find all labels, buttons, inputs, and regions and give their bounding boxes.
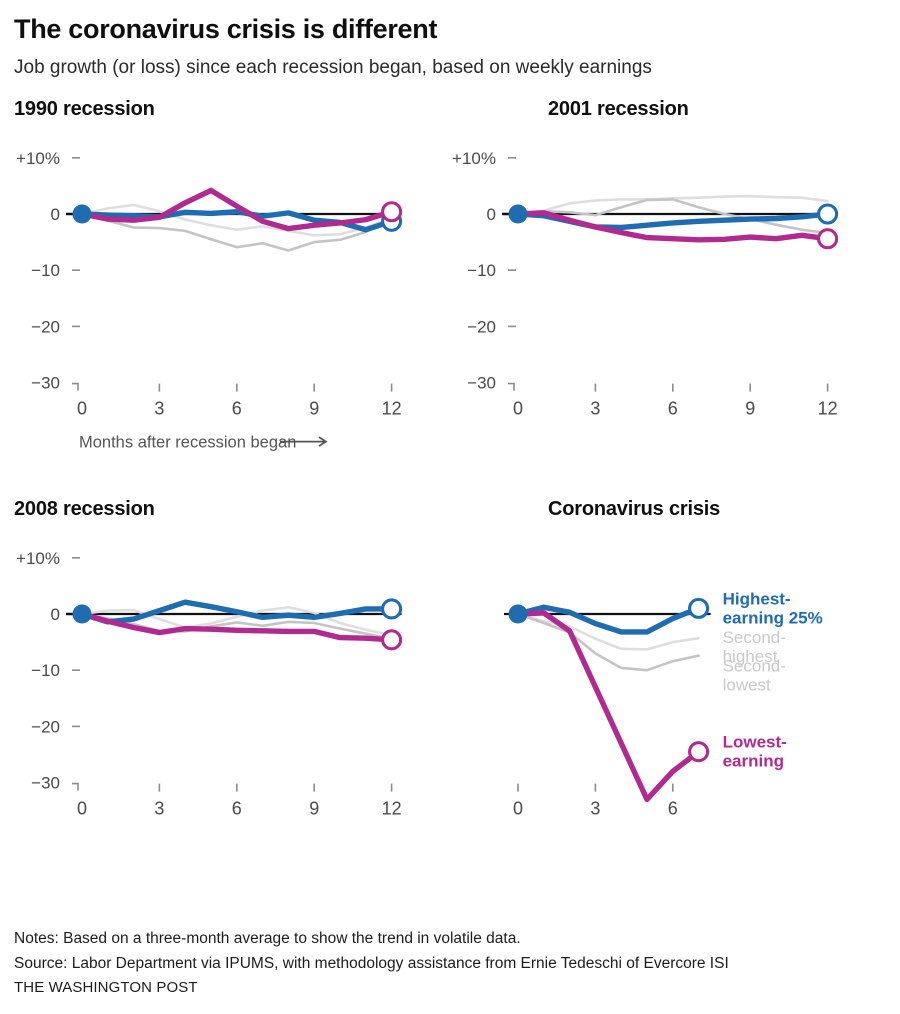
series-start-dot	[508, 204, 528, 224]
footer-source: Source: Labor Department via IPUMS, with…	[14, 954, 729, 972]
series-line	[79, 611, 395, 643]
series-line	[80, 203, 393, 237]
series-line	[516, 197, 829, 235]
plot-2001: +10% 0 −10 −20 −30 0 3 6 9 12	[450, 136, 886, 466]
y-axis-tick-label: 0	[51, 605, 60, 624]
plot-coronavirus: 0 3 6 Highest-earning 25% Second-highest Seco…	[450, 536, 886, 866]
chart-svg: +10% 0 −10 −20 −30 0 3 6 9 12	[16, 549, 403, 818]
y-axis-tick-label: 0	[487, 205, 496, 224]
series-line	[79, 599, 395, 625]
x-axis-tick-label: 0	[77, 798, 87, 818]
y-axis-corner-tick	[72, 782, 79, 791]
x-axis-tick-label: 6	[668, 798, 678, 818]
y-axis-tick-label: +10%	[16, 149, 60, 168]
chart-svg: +10% 0 −10 −20 −30 0 3 6 9 12 Months after recessi…	[16, 149, 403, 451]
legend-item-label: Second-	[723, 628, 786, 647]
page-subtitle: Job growth (or loss) since each recessio…	[14, 57, 652, 79]
series-line	[80, 212, 393, 252]
x-axis-tick-label: 9	[309, 798, 319, 818]
legend-item-label: Highest-	[723, 589, 791, 608]
x-axis-tick-label: 9	[309, 398, 319, 418]
panel-title-2001: 2001 recession	[548, 97, 689, 120]
panel-title-2008: 2008 recession	[14, 497, 155, 520]
y-axis-tick-label: +10%	[452, 149, 496, 168]
x-axis-tick-label: 3	[154, 398, 164, 418]
panel-title-1990: 1990 recession	[14, 97, 155, 120]
series-line	[80, 612, 393, 640]
y-axis-corner-tick	[508, 382, 515, 391]
x-axis-tick-label: 12	[382, 798, 402, 818]
series-end-marker	[817, 227, 839, 250]
series-start-dot	[72, 204, 92, 224]
y-axis-tick-label: −30	[31, 773, 60, 792]
legend-item-label: earning 25%	[723, 608, 823, 627]
x-axis-title: Months after recession began	[79, 433, 296, 451]
x-axis-tick-label: 3	[590, 398, 600, 418]
y-axis-corner-tick	[72, 382, 79, 391]
panel-1990: 1990 recession +10% 0 −10 −20 −30 0 3 6 9 12 Month…	[14, 98, 450, 478]
legend-item-label: highest	[723, 647, 778, 666]
x-axis-tick-label: 6	[232, 398, 242, 418]
infographic-page: The coronavirus crisis is different Job …	[0, 14, 900, 1014]
y-axis-tick-label: −30	[31, 373, 60, 392]
x-axis-tick-label: 0	[513, 398, 523, 418]
series-line	[515, 609, 702, 802]
series-end-marker	[688, 740, 710, 763]
y-axis-tick-label: 0	[51, 205, 60, 224]
plot-2008: +10% 0 −10 −20 −30 0 3 6 9 12	[14, 536, 450, 866]
page-title: The coronavirus crisis is different	[14, 14, 438, 44]
series-end-marker	[381, 598, 403, 620]
y-axis-tick-label: +10%	[16, 549, 60, 568]
series-start-dot	[72, 604, 92, 624]
series-end-marker	[381, 629, 403, 651]
panel-2008: 2008 recession +10% 0 −10 −20 −30 0 3 6 9 12	[14, 498, 450, 878]
x-axis-tick-label: 12	[382, 398, 402, 418]
footer: Notes: Based on a three-month average to…	[14, 926, 894, 1000]
x-axis-arrow-icon	[280, 436, 328, 447]
x-axis-tick-label: 3	[154, 798, 164, 818]
series-start-dot	[508, 604, 528, 624]
x-axis-tick-label: 6	[668, 398, 678, 418]
series-line	[516, 612, 700, 651]
legend-item-label: lowest	[723, 675, 771, 694]
footer-credit: THE WASHINGTON POST	[14, 979, 198, 996]
x-axis-tick-label: 12	[818, 398, 838, 418]
legend-item-label: Second-	[723, 656, 786, 675]
panel-grid: 1990 recession +10% 0 −10 −20 −30 0 3 6 9 12 Month…	[14, 98, 886, 858]
y-axis-tick-label: −20	[31, 317, 60, 336]
y-axis-tick-label: −20	[31, 717, 60, 736]
series-line	[80, 605, 393, 637]
x-axis-tick-label: 3	[590, 798, 600, 818]
legend-item: Lowest-earning	[723, 732, 787, 770]
panel-title-coronavirus: Coronavirus crisis	[548, 497, 721, 520]
y-axis-tick-label: −30	[467, 373, 496, 392]
footer-notes: Notes: Based on a three-month average to…	[14, 929, 521, 947]
x-axis-tick-label: 0	[513, 798, 523, 818]
legend-item: Second-lowest	[723, 656, 786, 694]
x-axis-tick-label: 9	[745, 398, 755, 418]
plot-1990: +10% 0 −10 −20 −30 0 3 6 9 12 Months after recessi…	[14, 136, 450, 466]
legend-item-label: Lowest-	[723, 732, 787, 751]
chart-svg: +10% 0 −10 −20 −30 0 3 6 9 12	[452, 149, 839, 418]
series-line	[79, 187, 395, 232]
x-axis-tick-label: 0	[77, 398, 87, 418]
panel-2001: 2001 recession +10% 0 −10 −20 −30 0 3 6 9 12	[450, 98, 886, 478]
y-axis-tick-label: −10	[467, 261, 496, 280]
series-line	[516, 612, 700, 672]
y-axis-tick-label: −20	[467, 317, 496, 336]
series-line	[515, 604, 702, 635]
y-axis-tick-label: −10	[31, 661, 60, 680]
series-end-marker	[688, 597, 710, 619]
y-axis-tick-label: −10	[31, 261, 60, 280]
series-end-marker	[381, 200, 403, 223]
legend-item: Second-highest	[723, 628, 786, 666]
series-end-marker	[817, 203, 839, 225]
legend-item: Highest-earning 25%	[723, 589, 823, 627]
series-line	[515, 209, 831, 243]
x-axis-tick-label: 6	[232, 798, 242, 818]
panel-coronavirus: Coronavirus crisis 0 3 6 Highest-earning 25…	[450, 498, 886, 878]
legend-item-label: earning	[723, 751, 784, 770]
